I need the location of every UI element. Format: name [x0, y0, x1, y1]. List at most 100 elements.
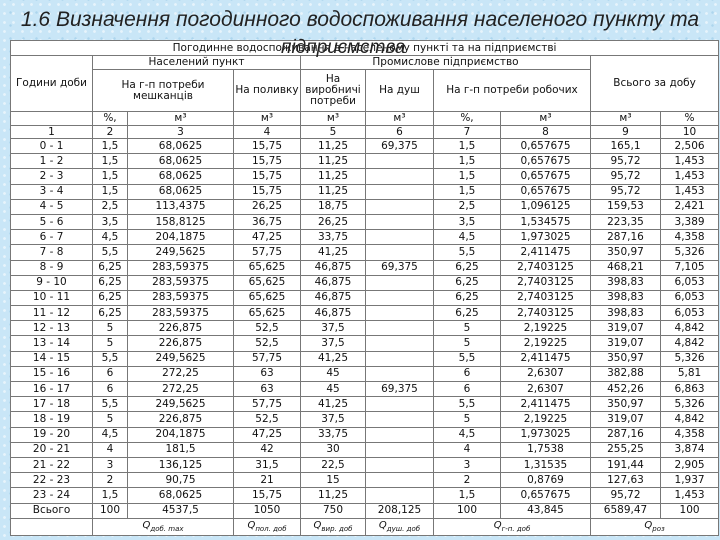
value-cell: 1,5 [92, 137, 128, 155]
value-cell: 45 [300, 380, 366, 398]
value-cell: 5,81 [659, 365, 720, 383]
value-cell: 42 [233, 441, 301, 458]
value-cell: 249,5625 [127, 244, 234, 261]
hour-cell: 20 - 21 [10, 441, 93, 458]
table-row: 13 - 14 5 226,875 52,5 37,5 5 2,19225 319,07 4,8… [10, 335, 720, 352]
column-number: 10 [659, 125, 720, 139]
value-cell: 1,5 [433, 168, 501, 185]
value-cell [365, 411, 434, 428]
value-cell: 113,4375 [127, 198, 234, 215]
value-cell: 11,25 [300, 487, 366, 504]
value-cell: 1,5 [92, 183, 128, 200]
value-cell: 30 [300, 441, 366, 458]
hour-cell: 9 - 10 [10, 274, 93, 291]
residents-header: На г-п потреби мешканців [92, 69, 234, 112]
value-cell: 350,97 [590, 350, 661, 367]
value-cell: 57,75 [233, 244, 301, 261]
value-cell: 272,25 [127, 380, 234, 398]
value-cell: 1,5 [433, 183, 501, 200]
value-cell: 6589,47 [590, 502, 661, 519]
value-cell: 21 [233, 472, 301, 489]
value-cell: 287,16 [590, 229, 661, 246]
value-cell: 5,5 [92, 396, 128, 413]
water-consumption-table: Погодинне водоспоживання в населеному пу… [9, 40, 720, 536]
value-cell: 1,5 [92, 153, 128, 170]
value-cell: 1,973025 [500, 229, 591, 246]
value-cell: 272,25 [127, 365, 234, 383]
table-row: 5 - 6 3,5 158,8125 36,75 26,25 3,5 1,534575 223… [10, 213, 720, 231]
page-title: 1.6 Визначення погодинного водоспоживанн… [20, 8, 700, 31]
value-cell: 226,875 [127, 335, 234, 352]
symbol-production: Qвир. доб [300, 518, 366, 536]
value-cell: 2,7403125 [500, 305, 591, 322]
value-cell: 2,6307 [500, 380, 591, 398]
value-cell: 4,5 [433, 229, 501, 246]
table-row: 7 - 8 5,5 249,5625 57,75 41,25 5,5 2,411475 350… [10, 244, 720, 261]
value-cell: 191,44 [590, 456, 661, 474]
value-cell: 11,25 [300, 137, 366, 155]
value-cell: 15,75 [233, 153, 301, 170]
value-cell: 4 [92, 441, 128, 458]
value-cell: 159,53 [590, 198, 661, 215]
value-cell: 46,875 [300, 274, 366, 291]
units-empty-cell [10, 111, 93, 126]
value-cell: 1,973025 [500, 426, 591, 443]
unit-cell: м³ [127, 111, 234, 126]
value-cell: 2,506 [659, 137, 720, 155]
value-cell: 1,453 [659, 153, 720, 170]
value-cell: 226,875 [127, 411, 234, 428]
value-cell: 7,105 [659, 259, 720, 276]
value-cell: 90,75 [127, 472, 234, 489]
value-cell: 6,25 [92, 274, 128, 291]
value-cell: 5,5 [433, 244, 501, 261]
water-consumption-table-wrapper: Погодинне водоспоживання в населеному пу… [9, 40, 720, 536]
value-cell: 15,75 [233, 168, 301, 185]
value-cell: 2,905 [659, 456, 720, 474]
value-cell: 52,5 [233, 320, 301, 337]
table-row: 23 - 24 1,5 68,0625 15,75 11,25 1,5 0,657675 95… [10, 487, 720, 504]
value-cell: 1,534575 [500, 213, 591, 231]
value-cell: 2,6307 [500, 365, 591, 383]
unit-cell: %, [92, 111, 128, 126]
value-cell: 319,07 [590, 320, 661, 337]
shower-header: На душ [365, 69, 434, 112]
value-cell: 4,842 [659, 411, 720, 428]
table-row: 4 - 5 2,5 113,4375 26,25 18,75 2,5 1,096125 159… [10, 198, 720, 215]
value-cell: 2,411475 [500, 350, 591, 367]
hour-cell: 17 - 18 [10, 396, 93, 413]
value-cell: 3 [92, 456, 128, 474]
value-cell: 165,1 [590, 137, 661, 155]
unit-cell: м³ [590, 111, 661, 126]
symbol-total: Qроз [589, 518, 720, 536]
table-row: 16 - 17 6 272,25 63 45 69,375 6 2,6307 452,26 6,8… [10, 380, 720, 398]
value-cell: 255,25 [590, 441, 661, 458]
value-cell: 100 [92, 502, 128, 519]
table-row: 14 - 15 5,5 249,5625 57,75 41,25 5,5 2,411475 3… [10, 350, 720, 367]
hour-cell: 10 - 11 [10, 289, 93, 307]
symbol-shower: Qдуш. доб [365, 518, 434, 536]
table-row: 15 - 16 6 272,25 63 45 6 2,6307 382,88 5,81 [10, 365, 720, 383]
hour-cell: 18 - 19 [10, 411, 93, 428]
value-cell: 2,7403125 [500, 289, 591, 307]
value-cell: 4,5 [433, 426, 501, 443]
value-cell [365, 487, 434, 504]
value-cell: 5 [92, 411, 128, 428]
value-cell: 69,375 [365, 137, 434, 155]
unit-cell: м³ [500, 111, 591, 126]
value-cell: 5 [433, 320, 501, 337]
table-row: 2 - 3 1,5 68,0625 15,75 11,25 1,5 0,657675 95,7… [10, 168, 720, 185]
watering-header: На поливку [233, 69, 301, 112]
value-cell: 68,0625 [127, 137, 234, 155]
value-cell [365, 289, 434, 307]
value-cell: 4537,5 [127, 502, 234, 519]
value-cell: 52,5 [233, 335, 301, 352]
value-cell: 100 [433, 502, 501, 519]
column-number: 6 [365, 125, 434, 139]
value-cell: 208,125 [365, 502, 434, 519]
value-cell: 2,7403125 [500, 259, 591, 276]
workers-header: На г-п потреби робочих [433, 69, 591, 112]
column-number: 4 [233, 125, 301, 139]
value-cell: 6,053 [659, 305, 720, 322]
value-cell [365, 183, 434, 200]
value-cell: 226,875 [127, 320, 234, 337]
